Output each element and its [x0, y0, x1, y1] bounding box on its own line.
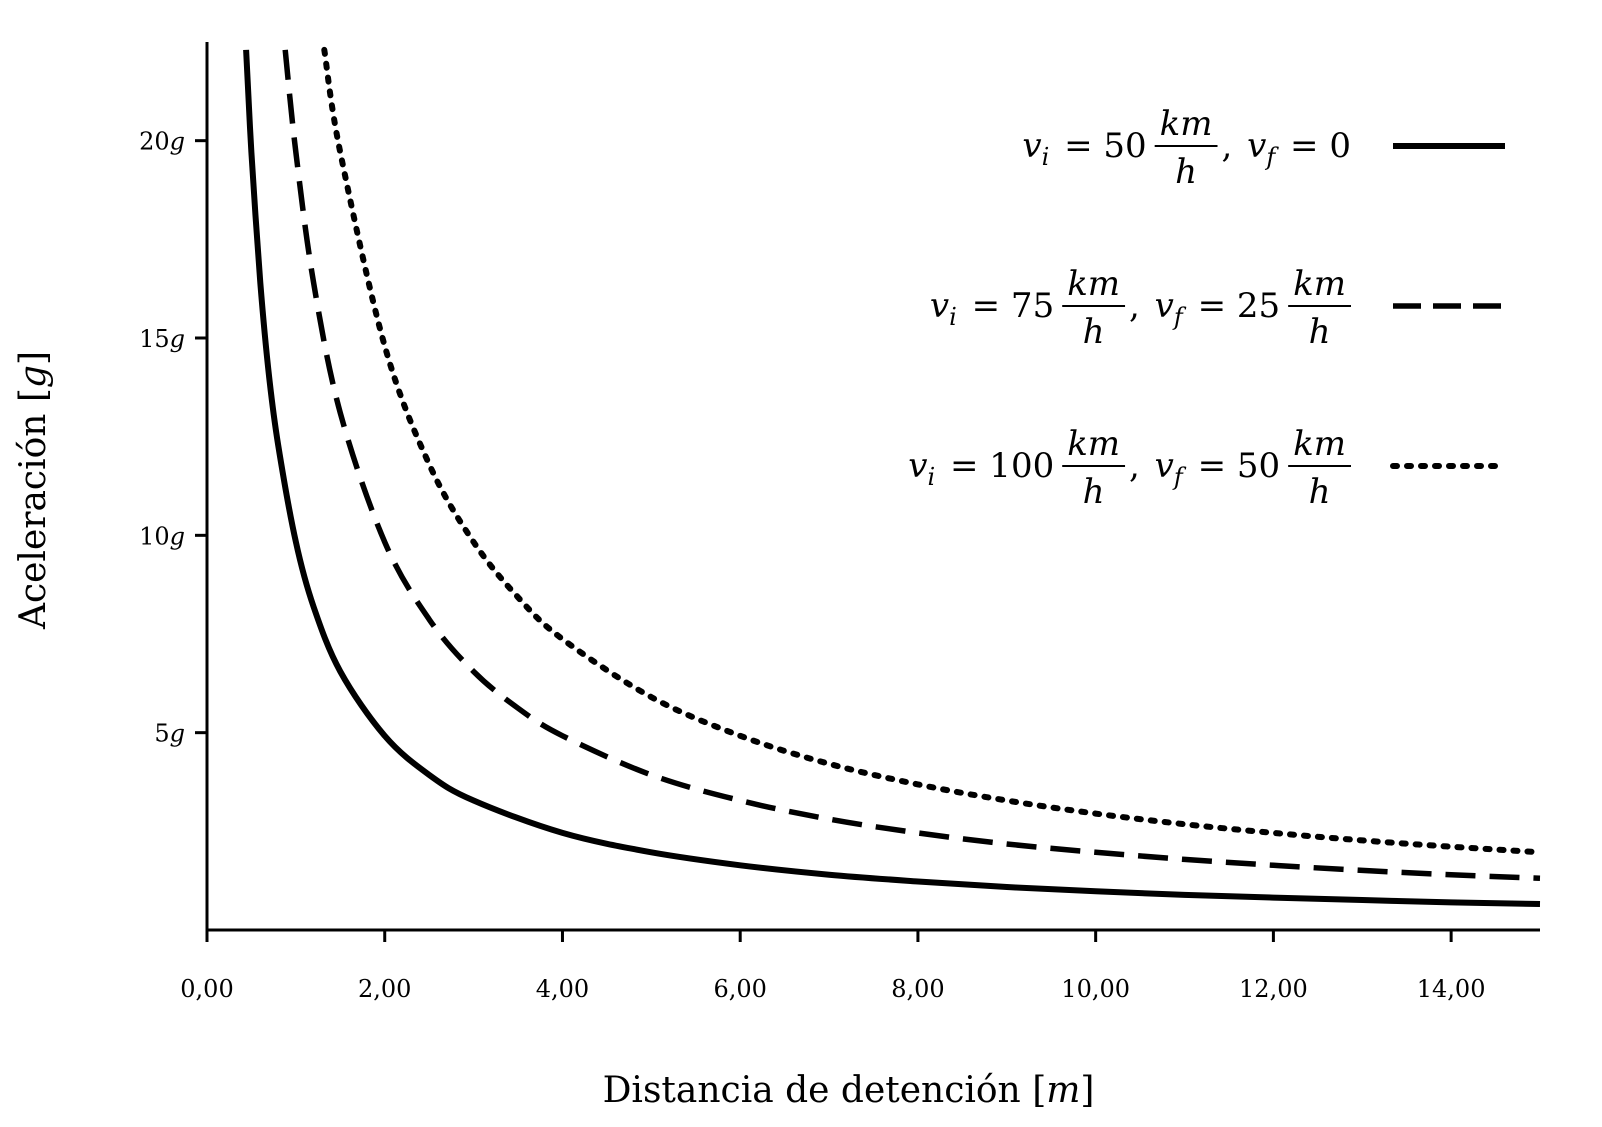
legend-vi-value: = 75	[961, 286, 1054, 326]
x-axis-title: Distancia de detención [m]	[603, 1070, 1095, 1111]
legend-entry-solid: vi = 50 km h, vf = 0	[1022, 104, 1505, 192]
x-tick-label: 0,00	[180, 975, 233, 1003]
ticks-layer: 0,00 2,00 4,00 6,00 8,00 10,00 12,00 14,00 5g 10g…	[139, 128, 1485, 1003]
legend-separator: ,	[1129, 286, 1151, 326]
series-line-dotted	[321, 46, 1543, 856]
legend-vf-unit-numerator: km	[1293, 424, 1346, 464]
legend-vf-unit-numerator: km	[1293, 264, 1346, 304]
legend-entry-dotted: vi = 100 km h, vf = 50 km h	[908, 424, 1508, 512]
x-tick-label: 6,00	[713, 975, 766, 1003]
legend-vi-value: = 50	[1053, 126, 1146, 166]
series-line-solid	[243, 49, 1541, 907]
x-tick-label: 2,00	[358, 975, 411, 1003]
y-tick-label: 20g	[139, 128, 185, 156]
legend-vf-value: = 25	[1187, 286, 1280, 326]
legend-vf-symbol: vf	[1155, 286, 1187, 331]
x-tick-label: 12,00	[1239, 975, 1308, 1003]
legend-vi-unit-numerator: km	[1067, 424, 1120, 464]
legend-entry-dashed: vi = 75 km h, vf = 25 km h	[930, 264, 1505, 352]
x-tick-label: 4,00	[536, 975, 589, 1003]
legend-vi-unit-denominator: h	[1083, 312, 1105, 352]
legend-separator: ,	[1129, 446, 1151, 486]
x-tick-label: 8,00	[891, 975, 944, 1003]
y-axis-title: Aceleración [g]	[13, 351, 54, 630]
legend-vf-value: = 0	[1279, 126, 1351, 166]
y-tick-label: 10g	[139, 522, 185, 550]
x-tick-label: 10,00	[1061, 975, 1130, 1003]
legend-vf-symbol: vf	[1247, 126, 1279, 171]
legend-vi-symbol: vi	[1022, 126, 1049, 171]
x-tick-label: 14,00	[1417, 975, 1486, 1003]
legend-vi-unit-numerator: km	[1160, 104, 1213, 144]
legend-separator: ,	[1222, 126, 1244, 166]
axes-layer	[205, 42, 1540, 932]
legend-vf-unit-denominator: h	[1309, 312, 1331, 352]
legend-vf-value: = 50	[1187, 446, 1280, 486]
legend-vf-unit-denominator: h	[1309, 472, 1331, 512]
legend-vi-symbol: vi	[908, 446, 935, 491]
legend-vi-unit-numerator: km	[1067, 264, 1120, 304]
y-tick-label: 15g	[139, 325, 185, 353]
legend-vi-value: = 100	[939, 446, 1054, 486]
series-layer	[243, 46, 1543, 907]
legend: vi = 50 km h, vf = 0 vi = 75 km h, vf = 25 km h…	[908, 104, 1508, 512]
legend-vi-symbol: vi	[930, 286, 957, 331]
legend-vf-symbol: vf	[1155, 446, 1187, 491]
y-tick-label: 5g	[154, 720, 185, 748]
legend-vi-unit-denominator: h	[1083, 472, 1105, 512]
legend-vi-unit-denominator: h	[1175, 152, 1197, 192]
series-line-dashed	[282, 49, 1541, 882]
